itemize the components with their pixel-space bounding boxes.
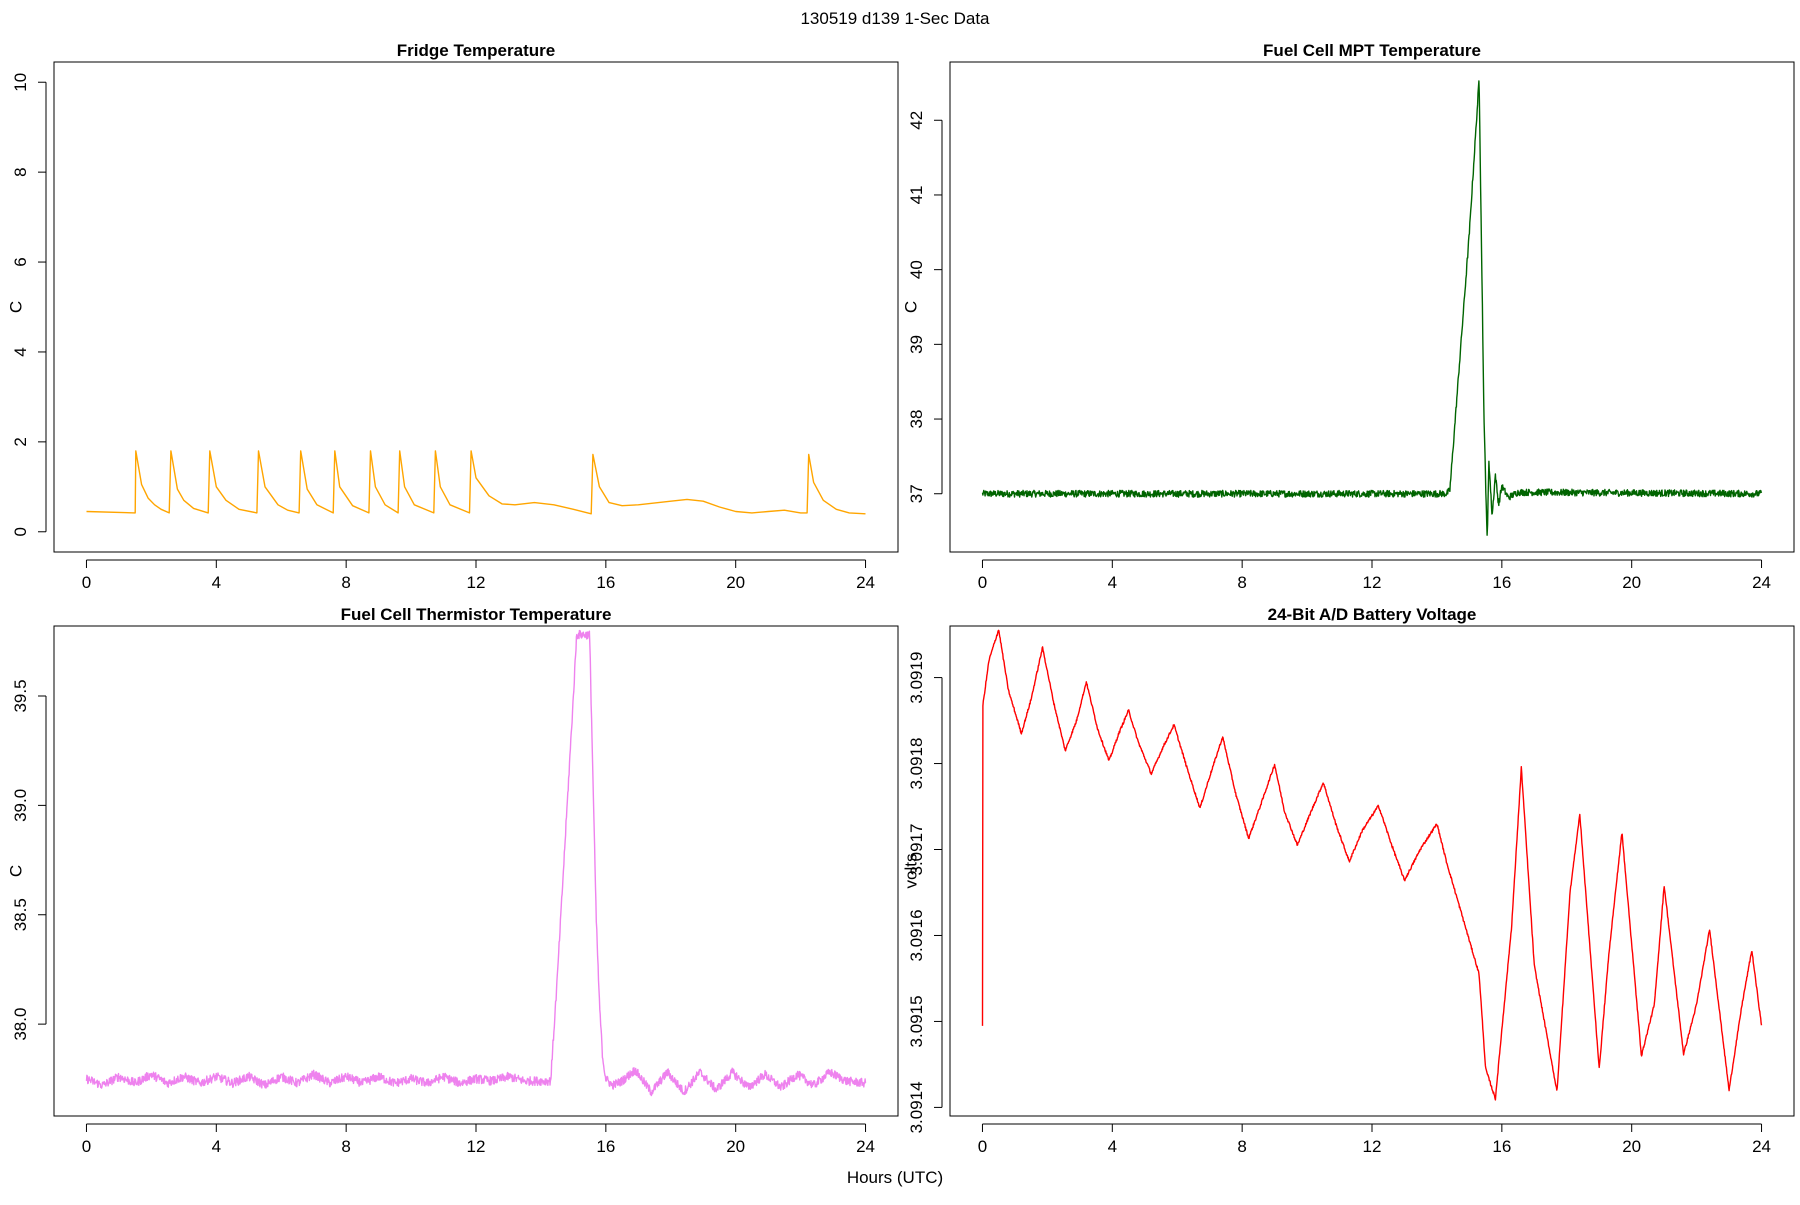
panel-battery-voltage: 24-Bit A/D Battery Voltage volts 0 4 8 12 16… — [901, 605, 1795, 1156]
x-tick-label: 4 — [212, 573, 221, 592]
y-tick-label: 39.0 — [11, 789, 30, 822]
x-tick-label: 0 — [978, 573, 987, 592]
series-group — [85, 629, 867, 1097]
y-tick-label: 40 — [907, 260, 926, 279]
x-tick-label: 16 — [596, 1137, 615, 1156]
plot-frame — [949, 625, 1795, 1117]
y-axis-label: volts — [901, 854, 920, 889]
y-tick-label: 4 — [11, 347, 30, 356]
y-tick-label: 38.5 — [11, 898, 30, 931]
y-axis: 0 2 4 6 8 10 — [11, 73, 47, 537]
x-tick-label: 24 — [856, 573, 875, 592]
x-tick-label: 20 — [1622, 1137, 1641, 1156]
panel-title: Fuel Cell Thermistor Temperature — [341, 605, 612, 624]
panel-fuel-cell-mpt-temperature: Fuel Cell MPT Temperature C 0 4 8 12 16 20 24 … — [901, 41, 1795, 592]
x-tick-label: 4 — [1108, 1137, 1117, 1156]
figure-suptitle: 130519 d139 1-Sec Data — [800, 9, 990, 28]
series-group — [981, 629, 1763, 1101]
x-tick-label: 12 — [1363, 573, 1382, 592]
panel-title: Fridge Temperature — [397, 41, 555, 60]
x-tick-label: 8 — [1237, 1137, 1246, 1156]
y-axis: 3.0914 3.0915 3.0916 3.0917 3.0918 3.0919 — [907, 652, 943, 1133]
y-tick-label: 42 — [907, 111, 926, 130]
x-tick-label: 20 — [726, 573, 745, 592]
panel-fuel-cell-thermistor-temperature: Fuel Cell Thermistor Temperature C 0 4 8 12… — [6, 605, 899, 1156]
x-tick-label: 8 — [341, 573, 350, 592]
plot-frame — [949, 61, 1795, 553]
x-tick-label: 24 — [1752, 573, 1771, 592]
x-tick-label: 8 — [1237, 573, 1246, 592]
y-axis: 37 38 39 40 41 42 — [907, 111, 943, 503]
x-tick-label: 0 — [82, 573, 91, 592]
y-tick-label: 6 — [11, 257, 30, 266]
x-tick-label: 12 — [467, 1137, 486, 1156]
series-group — [86, 450, 866, 515]
y-tick-label: 3.0918 — [907, 738, 926, 790]
panel-title: 24-Bit A/D Battery Voltage — [1268, 605, 1477, 624]
x-tick-label: 24 — [856, 1137, 875, 1156]
y-axis: 38.0 38.5 39.0 39.5 — [11, 679, 47, 1041]
x-tick-label: 16 — [1492, 1137, 1511, 1156]
series-line — [85, 629, 867, 1097]
x-tick-label: 12 — [1363, 1137, 1382, 1156]
y-tick-label: 38 — [907, 410, 926, 429]
series-line — [981, 80, 1763, 536]
y-tick-label: 37 — [907, 484, 926, 503]
y-tick-label: 3.0914 — [907, 1081, 926, 1133]
plot-frame — [53, 61, 899, 553]
y-tick-label: 3.0919 — [907, 652, 926, 704]
series-line — [86, 450, 866, 515]
y-tick-label: 8 — [11, 167, 30, 176]
panel-title: Fuel Cell MPT Temperature — [1263, 41, 1481, 60]
y-tick-label: 3.0915 — [907, 995, 926, 1047]
x-tick-label: 4 — [1108, 573, 1117, 592]
x-tick-label: 16 — [1492, 573, 1511, 592]
y-axis-label: C — [6, 865, 25, 877]
x-tick-label: 0 — [82, 1137, 91, 1156]
plot-frame — [53, 625, 899, 1117]
y-tick-label: 0 — [11, 527, 30, 536]
y-axis-label: C — [6, 301, 25, 313]
y-tick-label: 3.0916 — [907, 909, 926, 961]
x-axis: 0 4 8 12 16 20 24 — [82, 1123, 875, 1156]
x-axis: 0 4 8 12 16 20 24 — [978, 1123, 1771, 1156]
y-tick-label: 3.0917 — [907, 824, 926, 876]
x-tick-label: 20 — [726, 1137, 745, 1156]
x-tick-label: 8 — [341, 1137, 350, 1156]
figure-xlabel: Hours (UTC) — [847, 1168, 943, 1187]
y-tick-label: 2 — [11, 437, 30, 446]
x-tick-label: 4 — [212, 1137, 221, 1156]
x-tick-label: 20 — [1622, 573, 1641, 592]
y-tick-label: 38.0 — [11, 1008, 30, 1041]
series-line — [981, 629, 1763, 1101]
y-tick-label: 41 — [907, 185, 926, 204]
series-group — [981, 80, 1763, 536]
x-tick-label: 16 — [596, 573, 615, 592]
x-tick-label: 0 — [978, 1137, 987, 1156]
y-tick-label: 39.5 — [11, 679, 30, 712]
y-tick-label: 39 — [907, 335, 926, 354]
x-axis: 0 4 8 12 16 20 24 — [82, 559, 875, 592]
y-tick-label: 10 — [11, 73, 30, 92]
x-axis: 0 4 8 12 16 20 24 — [978, 559, 1771, 592]
x-tick-label: 12 — [467, 573, 486, 592]
x-tick-label: 24 — [1752, 1137, 1771, 1156]
y-axis-label: C — [901, 301, 920, 313]
